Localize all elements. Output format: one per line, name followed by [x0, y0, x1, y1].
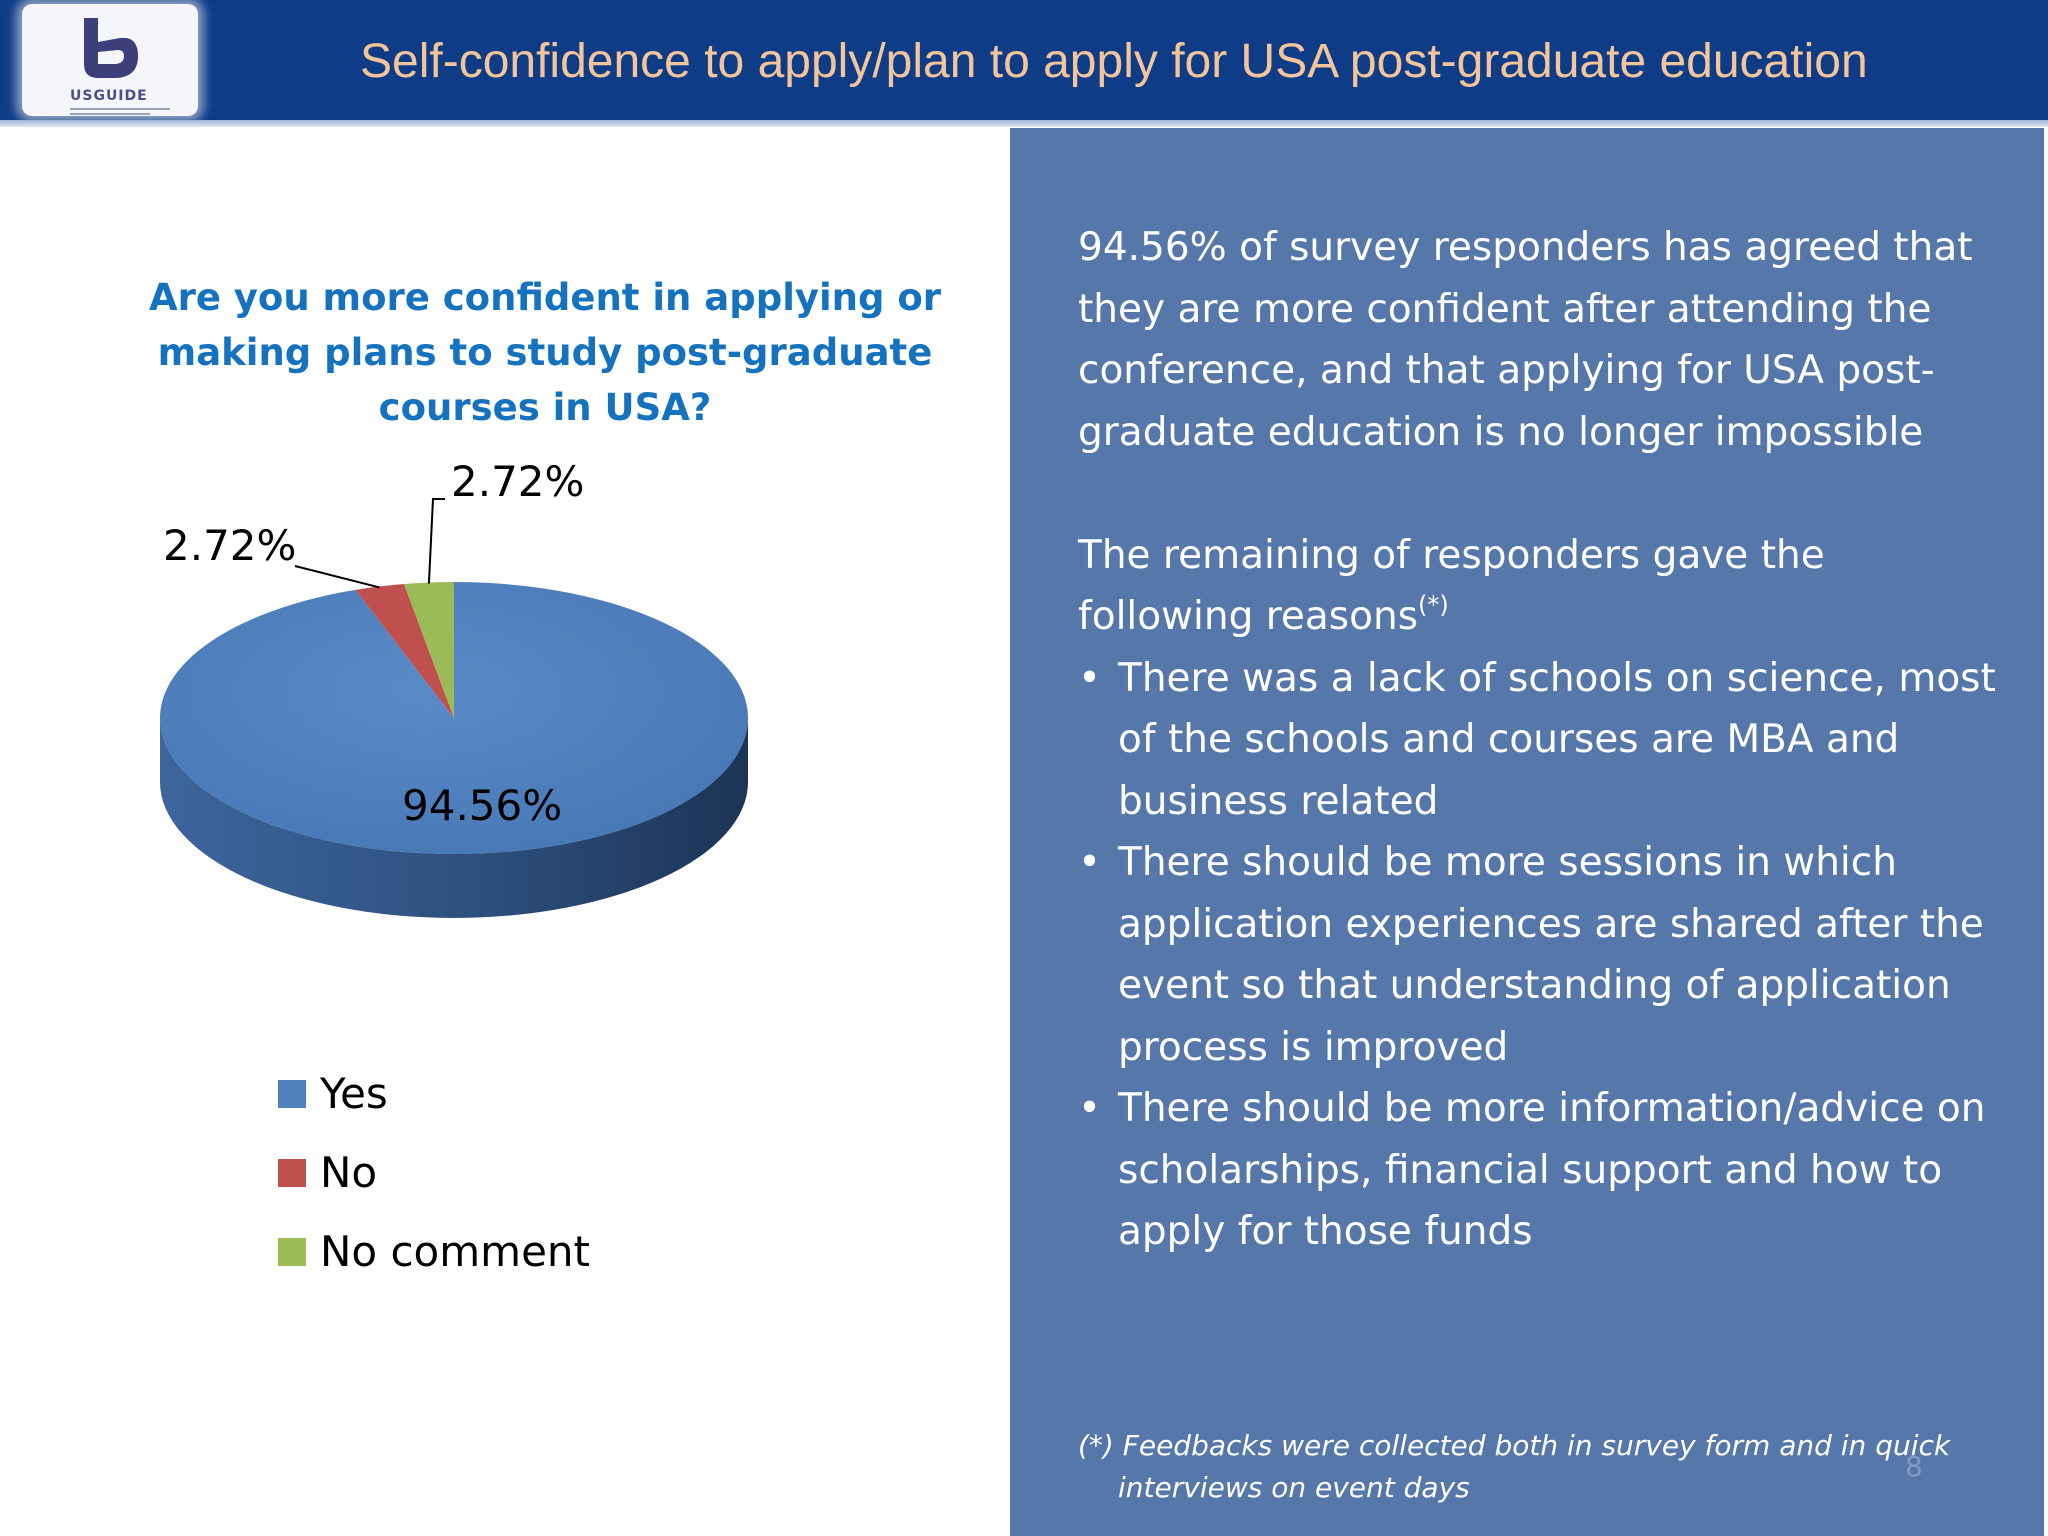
legend-swatch — [278, 1080, 306, 1108]
pie-slice-no-comment — [403, 582, 454, 718]
logo: USGUIDE — [22, 4, 198, 116]
slide-title: Self-confidence to apply/plan to apply f… — [360, 35, 1868, 88]
leader-line — [294, 565, 380, 589]
footnote-marker: (*) — [1418, 591, 1449, 619]
pie-side-wall — [160, 718, 748, 918]
legend-label: Yes — [320, 1069, 388, 1118]
reasons-intro-text: The remaining of responders gave the fol… — [1078, 532, 1825, 640]
logo-tagline — [70, 108, 170, 110]
data-label: 2.72% — [163, 521, 296, 570]
pie-chart: 94.56% 2.72% 2.72% — [159, 457, 748, 918]
legend-label: No comment — [320, 1227, 591, 1276]
page-number: 8 — [1905, 1450, 1923, 1483]
footnote: (*) Feedbacks were collected both in sur… — [1078, 1429, 1951, 1504]
reason-text: There should be more sessions in which a… — [1118, 840, 1984, 1070]
list-item: • There was a lack of schools on science,… — [1078, 648, 2008, 833]
leader-line — [427, 498, 445, 584]
logo-text: USGUIDE — [70, 88, 148, 104]
reasons-list: • There was a lack of schools on science,… — [1078, 648, 2008, 1263]
data-label: 94.56% — [402, 781, 562, 830]
legend-swatch — [278, 1238, 306, 1266]
header-divider — [0, 120, 2048, 127]
pie-slice-no — [355, 583, 454, 718]
reason-text: There should be more information/advice … — [1118, 1086, 1986, 1254]
slide-header: USGUIDE Self-confidence to apply/plan to… — [0, 0, 2048, 120]
summary-panel — [1010, 128, 2044, 1536]
summary-paragraph: 94.56% of survey responders has agreed t… — [1078, 225, 1973, 455]
legend-label: No — [320, 1148, 378, 1197]
list-item: • There should be more sessions in which … — [1078, 832, 2008, 1078]
chart-title: Are you more confident in applying or ma… — [148, 276, 942, 429]
legend-swatch — [278, 1159, 306, 1187]
logo-tagline — [70, 113, 150, 115]
paragraph-spacer — [1078, 463, 2008, 525]
reason-text: There was a lack of schools on science, … — [1118, 655, 1996, 824]
bullet: • — [1078, 1086, 1102, 1131]
logo-mark-icon — [84, 18, 138, 78]
pie-slice-yes — [159, 582, 748, 854]
bullet: • — [1078, 840, 1102, 885]
list-item: • There should be more information/advice… — [1078, 1078, 2008, 1263]
reasons-intro: The remaining of responders gave the fol… — [1078, 525, 2008, 648]
summary-text: 94.56% of survey responders has agreed t… — [1078, 217, 2008, 1263]
bullet: • — [1078, 655, 1102, 701]
data-label: 2.72% — [451, 457, 584, 506]
